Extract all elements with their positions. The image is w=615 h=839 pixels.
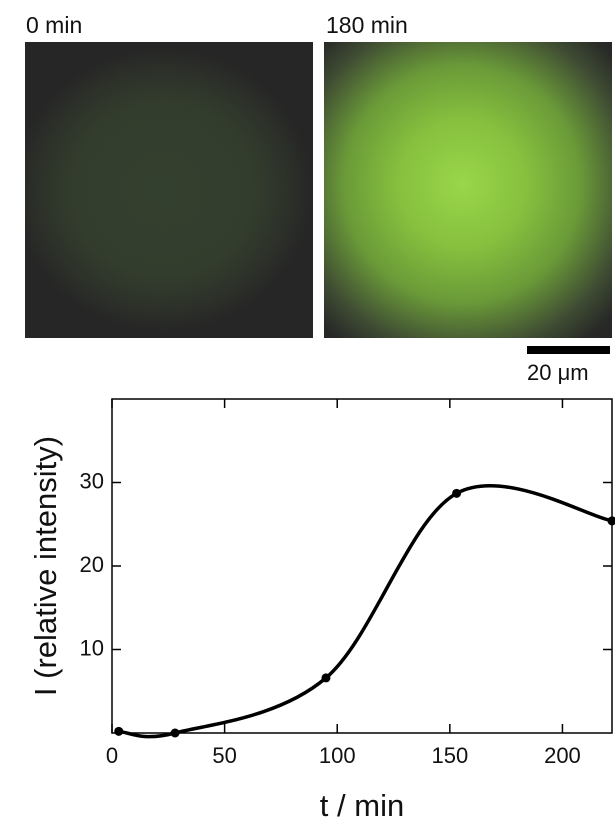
- y-tick-label: 30: [80, 468, 104, 493]
- x-tick-label: 100: [319, 743, 356, 768]
- scale-bar: [527, 346, 610, 354]
- panel-label: 180 min: [326, 12, 408, 38]
- x-tick-label: 0: [106, 743, 118, 768]
- point: [321, 673, 331, 683]
- x-tick-label: 200: [544, 743, 581, 768]
- x-tick-label: 50: [212, 743, 236, 768]
- x-tick-label: 150: [431, 743, 468, 768]
- point: [607, 516, 615, 526]
- y-axis-title: I (relative intensity): [28, 436, 63, 696]
- micrograph: [324, 42, 612, 338]
- point: [114, 726, 124, 736]
- y-tick-label: 10: [80, 635, 104, 660]
- micrograph: [25, 42, 313, 338]
- x-axis-title: t / min: [320, 788, 404, 823]
- point: [170, 728, 180, 738]
- y-tick-label: 20: [80, 552, 104, 577]
- point: [452, 488, 462, 498]
- panel-label: 0 min: [26, 12, 83, 38]
- plot-frame: [111, 398, 613, 734]
- scale-bar-label: 20 μm: [527, 360, 589, 385]
